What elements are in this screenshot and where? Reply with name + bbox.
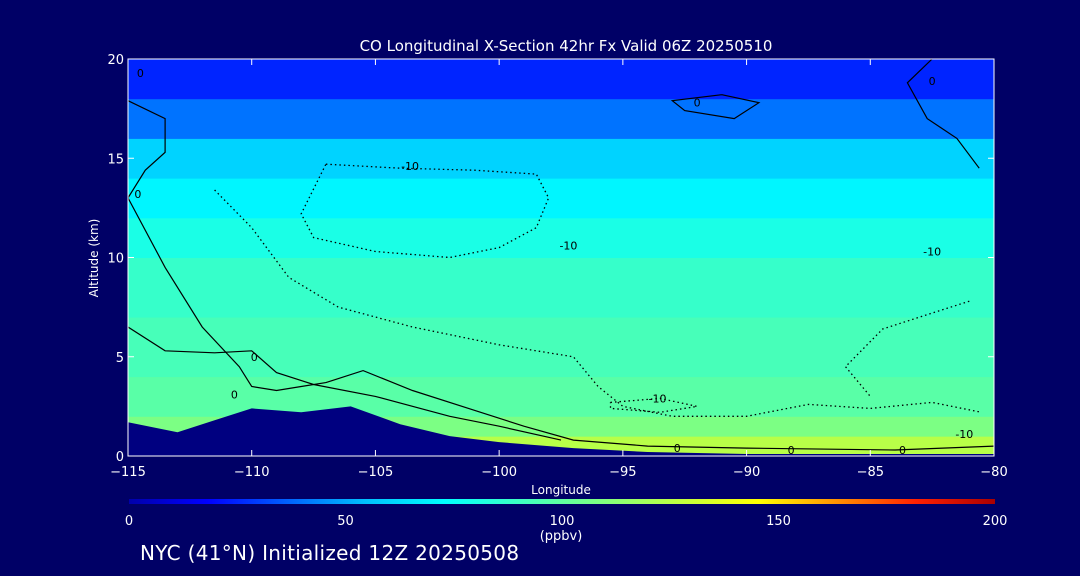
concentration-field (128, 59, 994, 456)
x-tick-label: −80 (980, 465, 1007, 480)
x-tick-label: −115 (110, 465, 146, 480)
altitude-band (128, 317, 994, 378)
altitude-band (128, 178, 994, 219)
x-tick-label: −90 (733, 465, 760, 480)
x-axis-label: Longitude (531, 483, 591, 497)
y-tick-label: 0 (116, 450, 124, 465)
x-tick-label: −105 (358, 465, 394, 480)
contour-line-solid (906, 59, 980, 169)
contour-layer (128, 59, 994, 451)
colorbar-tick-label: 200 (983, 514, 1008, 529)
altitude-band (128, 217, 994, 258)
colorbar-tick-label: 150 (766, 514, 791, 529)
altitude-band (128, 257, 994, 318)
contour-line-dotted (300, 163, 550, 259)
altitude-band (128, 98, 994, 139)
contour-label: -10 (401, 160, 419, 173)
y-tick-label: 15 (107, 152, 124, 167)
x-tick-label: −85 (857, 465, 884, 480)
altitude-band (128, 59, 994, 100)
plot-area: 0 0 0 0 0 0 0 0 0 -10 -10 -10 -10 -10 (128, 59, 994, 457)
contour-label: -10 (559, 240, 577, 253)
x-axis: −115 −110 −105 −100 −95 −90 −85 −80 (110, 59, 1008, 480)
contour-line-solid (128, 100, 994, 451)
colorbar-tick-label: 50 (337, 514, 354, 529)
x-tick-label: −100 (481, 465, 517, 480)
altitude-band (128, 138, 994, 179)
contour-label: 0 (231, 388, 238, 401)
y-tick-label: 20 (107, 53, 124, 68)
contour-label: -10 (923, 246, 941, 259)
y-axis-label: Altitude (km) (87, 219, 101, 298)
contour-label: 0 (929, 75, 936, 88)
y-axis: 0 5 10 15 20 (107, 53, 994, 465)
contour-label: 0 (137, 67, 144, 80)
contour-label: 0 (134, 188, 141, 201)
colorbar-ticks: 0 50 100 150 200 (125, 514, 1008, 529)
colorbar-strip (129, 499, 995, 504)
terrain (128, 406, 994, 456)
x-tick-label: −95 (609, 465, 636, 480)
x-tick-label: −110 (234, 465, 270, 480)
contour-label: 0 (694, 97, 701, 110)
colorbar: 0 50 100 150 200 (ppbv) (125, 499, 1008, 544)
contour-line-solid (128, 326, 562, 441)
colorbar-tick-label: 0 (125, 514, 133, 529)
chart-title: CO Longitudinal X-Section 42hr Fx Valid … (360, 37, 773, 55)
contour-label: -10 (649, 392, 667, 405)
colorbar-tick-label: 100 (550, 514, 575, 529)
contour-label: 0 (899, 444, 906, 457)
contour-label: 0 (788, 444, 795, 457)
contour-line-dotted (844, 300, 970, 397)
contour-labels: 0 0 0 0 0 0 0 0 0 -10 -10 -10 -10 -10 (134, 67, 973, 457)
footer-caption: NYC (41°N) Initialized 12Z 20250508 (140, 541, 520, 565)
contour-label: 0 (251, 351, 258, 364)
contour-label: -10 (955, 428, 973, 441)
contour-line-solid (670, 94, 761, 120)
y-tick-label: 10 (107, 252, 124, 267)
colorbar-label: (ppbv) (540, 529, 583, 544)
y-tick-label: 5 (116, 351, 124, 366)
contour-label: 0 (674, 442, 681, 455)
contour-line-dotted (609, 397, 698, 413)
